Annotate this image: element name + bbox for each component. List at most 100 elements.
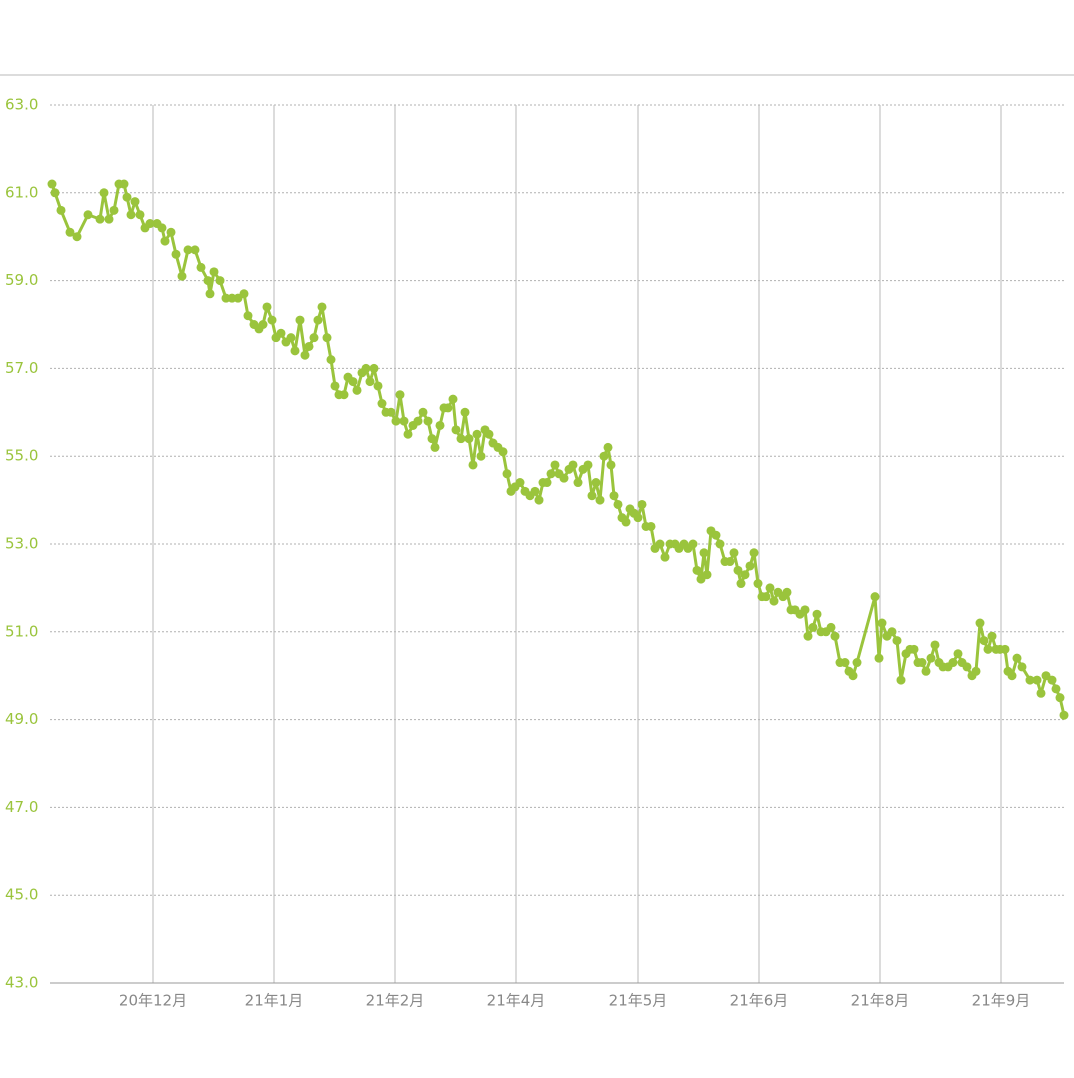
data-point <box>50 188 60 198</box>
data-point <box>971 666 981 676</box>
data-point <box>322 333 332 343</box>
data-point <box>948 658 958 668</box>
data-point <box>534 495 544 505</box>
data-point <box>599 451 609 461</box>
data-point <box>95 214 105 224</box>
data-point <box>267 315 277 325</box>
data-point <box>800 605 810 615</box>
data-point <box>286 333 296 343</box>
data-point <box>119 179 129 189</box>
x-tick-label: 21年9月 <box>972 992 1031 1010</box>
data-point <box>47 179 57 189</box>
data-point <box>826 622 836 632</box>
data-point <box>953 649 963 659</box>
data-point <box>987 631 997 641</box>
y-tick-label: 57.0 <box>5 359 38 377</box>
data-point <box>603 442 613 452</box>
data-point <box>215 276 225 286</box>
data-point <box>711 530 721 540</box>
y-tick-label: 53.0 <box>5 535 38 553</box>
y-tick-label: 55.0 <box>5 447 38 465</box>
data-point <box>309 333 319 343</box>
data-point <box>418 407 428 417</box>
data-point <box>126 210 136 220</box>
data-point <box>655 539 665 549</box>
data-point <box>413 416 423 426</box>
data-point <box>391 416 401 426</box>
data-point <box>171 249 181 259</box>
data-point <box>568 460 578 470</box>
data-point <box>369 363 379 373</box>
data-point <box>591 478 601 488</box>
data-point <box>660 552 670 562</box>
y-tick-label: 49.0 <box>5 710 38 728</box>
data-point <box>1000 644 1010 654</box>
x-tick-label: 21年6月 <box>730 992 789 1010</box>
data-point <box>740 570 750 580</box>
data-point <box>56 205 66 215</box>
data-point <box>427 434 437 444</box>
data-point <box>464 434 474 444</box>
data-point <box>587 491 597 501</box>
data-point <box>145 219 155 229</box>
data-point <box>609 491 619 501</box>
data-point <box>930 640 940 650</box>
data-point <box>476 451 486 461</box>
data-point <box>135 210 145 220</box>
data-point <box>423 416 433 426</box>
data-point <box>921 666 931 676</box>
data-point <box>1055 693 1065 703</box>
data-point <box>502 469 512 479</box>
data-point <box>745 561 755 571</box>
data-point <box>258 320 268 329</box>
data-point <box>1059 710 1069 720</box>
data-point <box>399 416 409 426</box>
data-point <box>975 618 985 628</box>
data-point <box>702 570 712 580</box>
data-point <box>848 671 858 681</box>
data-point <box>962 662 972 672</box>
y-tick-label: 51.0 <box>5 622 38 640</box>
data-point <box>983 644 993 654</box>
data-point <box>468 460 478 470</box>
data-point <box>830 631 840 641</box>
data-point <box>130 197 140 207</box>
data-point <box>498 447 508 457</box>
data-point <box>896 675 906 685</box>
data-point <box>166 227 176 237</box>
data-point <box>99 188 109 198</box>
data-point <box>887 627 897 637</box>
data-point <box>326 355 336 365</box>
data-point <box>765 583 775 593</box>
data-point <box>926 653 936 663</box>
data-point <box>688 539 698 549</box>
data-point <box>530 486 540 496</box>
data-point <box>352 385 362 395</box>
data-point <box>892 636 902 646</box>
data-point <box>1017 662 1027 672</box>
data-point <box>909 644 919 654</box>
x-tick-label: 21年1月 <box>245 992 304 1010</box>
x-tick-label: 20年12月 <box>119 992 187 1010</box>
y-tick-label: 43.0 <box>5 974 38 992</box>
data-point <box>749 548 759 558</box>
data-point <box>403 429 413 439</box>
data-point <box>456 434 466 444</box>
y-tick-label: 63.0 <box>5 96 38 114</box>
data-point <box>812 609 822 619</box>
y-tick-label: 59.0 <box>5 271 38 289</box>
data-point <box>1032 675 1042 685</box>
data-point <box>1025 675 1035 685</box>
data-point <box>109 205 119 215</box>
data-point <box>1051 684 1061 694</box>
data-point <box>339 390 349 400</box>
x-tick-label: 21年8月 <box>851 992 910 1010</box>
data-point <box>637 499 647 509</box>
data-point <box>435 420 445 430</box>
data-point <box>782 587 792 597</box>
data-point <box>917 658 927 668</box>
x-tick-label: 21年2月 <box>366 992 425 1010</box>
data-point <box>877 618 887 628</box>
data-point <box>736 579 746 589</box>
data-point <box>304 341 314 351</box>
